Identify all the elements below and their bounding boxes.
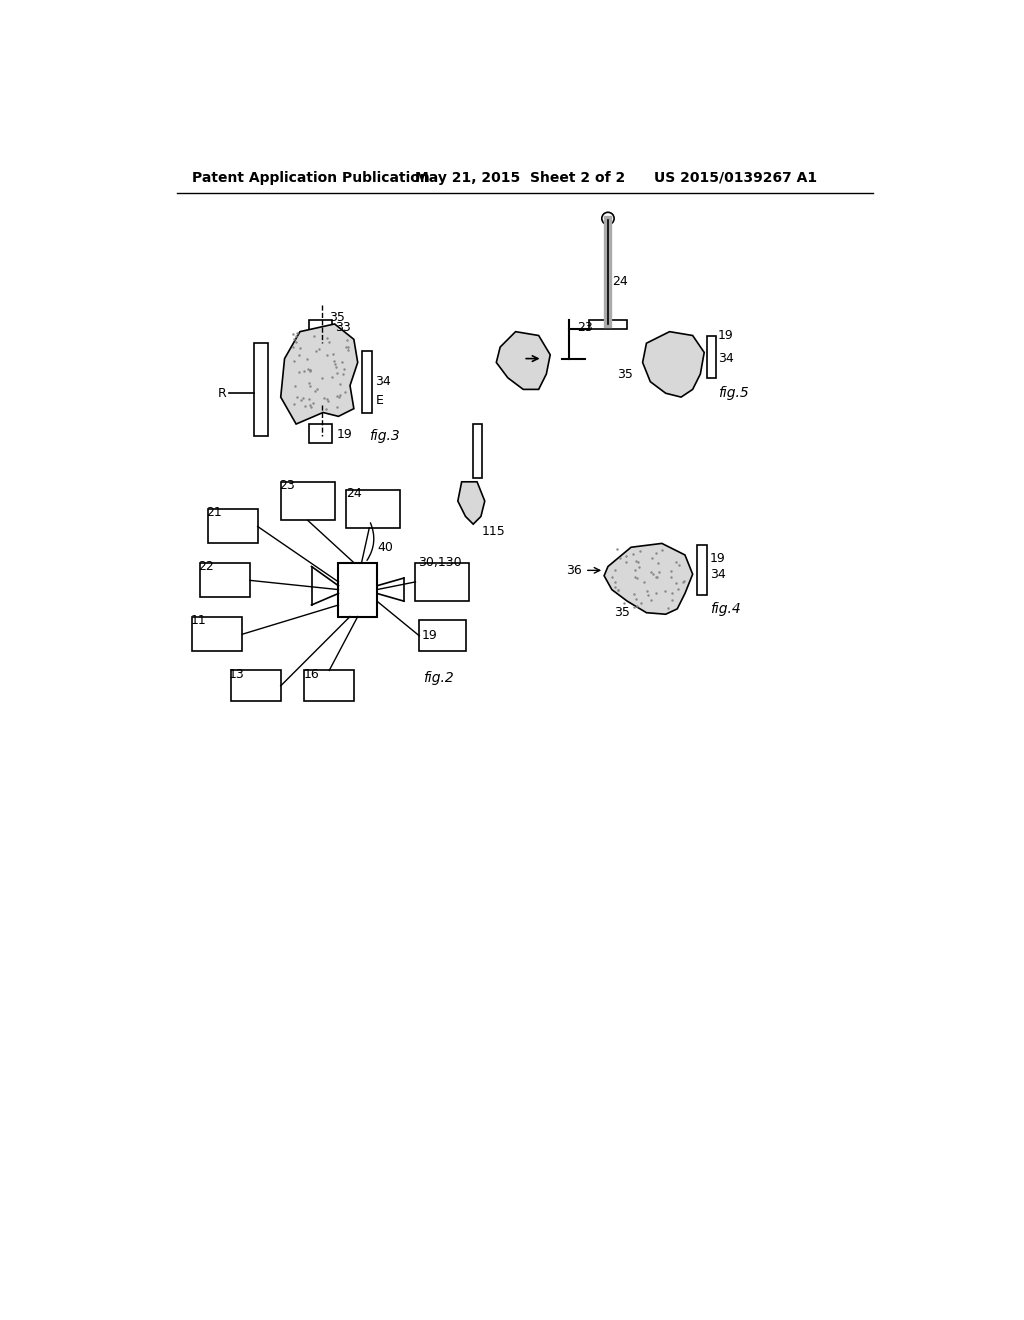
Bar — [589, 321, 628, 330]
Bar — [309, 321, 333, 343]
Bar — [416, 562, 469, 601]
Circle shape — [602, 213, 614, 224]
Bar — [339, 562, 377, 616]
Bar — [193, 616, 243, 651]
Polygon shape — [497, 331, 550, 389]
Text: 35: 35 — [617, 367, 633, 380]
Bar — [473, 424, 482, 478]
Text: 35: 35 — [614, 606, 630, 619]
Bar — [696, 545, 708, 595]
Text: 19: 19 — [422, 630, 437, 643]
Bar — [281, 482, 335, 520]
Text: 36: 36 — [565, 564, 582, 577]
Bar — [346, 490, 400, 528]
Bar — [208, 508, 258, 544]
Bar — [230, 671, 281, 701]
Bar — [361, 351, 373, 412]
Bar — [707, 335, 716, 378]
Text: 35: 35 — [330, 312, 345, 325]
Text: fig.5: fig.5 — [718, 387, 749, 400]
Bar — [200, 562, 250, 598]
Bar — [419, 620, 466, 651]
Text: 24: 24 — [611, 275, 628, 288]
Text: 19: 19 — [337, 428, 352, 441]
Text: 33: 33 — [336, 321, 351, 334]
Polygon shape — [643, 331, 705, 397]
Bar — [304, 671, 354, 701]
Text: 23: 23 — [578, 321, 593, 334]
Text: 34: 34 — [718, 352, 734, 366]
Text: 34: 34 — [376, 375, 391, 388]
Polygon shape — [281, 323, 357, 424]
Text: May 21, 2015  Sheet 2 of 2: May 21, 2015 Sheet 2 of 2 — [416, 170, 626, 185]
Text: Patent Application Publication: Patent Application Publication — [193, 170, 430, 185]
Bar — [309, 424, 333, 444]
Text: 16: 16 — [304, 668, 319, 681]
Polygon shape — [458, 482, 484, 524]
Text: 19: 19 — [710, 552, 725, 565]
Text: fig.4: fig.4 — [710, 602, 740, 616]
Text: 11: 11 — [190, 614, 207, 627]
Text: R: R — [217, 387, 226, 400]
Polygon shape — [604, 544, 692, 614]
Text: E: E — [376, 393, 383, 407]
Text: 22: 22 — [199, 560, 214, 573]
Text: 30,130: 30,130 — [418, 556, 462, 569]
Text: 115: 115 — [481, 525, 506, 539]
Text: 23: 23 — [280, 479, 295, 492]
Text: 34: 34 — [710, 568, 725, 581]
Text: fig.2: fig.2 — [423, 671, 454, 685]
Bar — [254, 343, 267, 436]
Text: 21: 21 — [206, 506, 222, 519]
Text: fig.3: fig.3 — [370, 429, 400, 442]
Text: 40: 40 — [377, 541, 393, 554]
Text: 24: 24 — [346, 487, 361, 500]
Text: 13: 13 — [229, 668, 245, 681]
Text: 19: 19 — [718, 329, 734, 342]
Text: US 2015/0139267 A1: US 2015/0139267 A1 — [654, 170, 817, 185]
